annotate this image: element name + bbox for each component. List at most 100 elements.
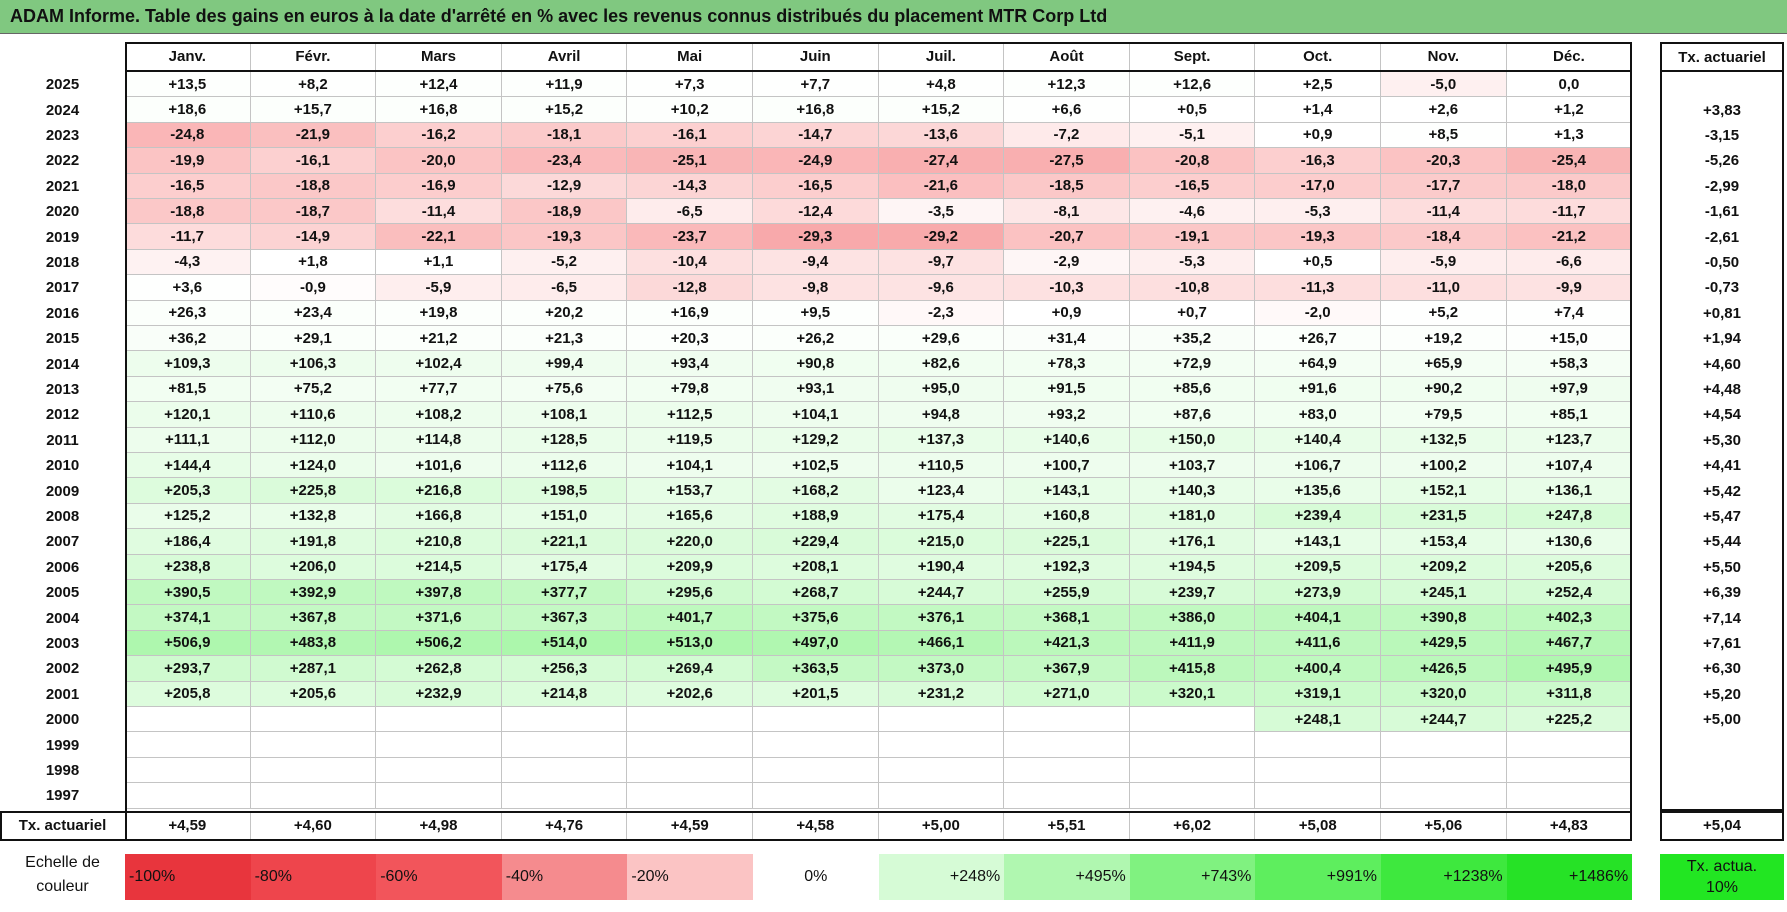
cell [125, 757, 251, 784]
summary-cell: +5,04 [1703, 817, 1741, 835]
cell: +252,4 [1506, 580, 1633, 606]
cell: -17,0 [1255, 173, 1381, 199]
cell [878, 783, 1005, 809]
column-header: Juil. [878, 42, 1005, 72]
cell: -18,0 [1506, 173, 1633, 199]
cell: +124,0 [250, 453, 377, 479]
cell: -7,2 [1004, 122, 1130, 149]
cell: +6,6 [1004, 97, 1130, 123]
cell: +4,59 [125, 810, 251, 841]
column-header: Févr. [250, 42, 377, 72]
cell: +78,3 [1004, 351, 1130, 377]
cell: -10,4 [627, 249, 753, 276]
row-label: 2012 [45, 406, 80, 424]
cell [1255, 732, 1381, 758]
cell: -16,2 [376, 122, 502, 149]
cell [1004, 757, 1130, 784]
row-label: 2001 [45, 685, 80, 703]
cell: +205,6 [1506, 554, 1633, 580]
cell [753, 707, 879, 733]
summary-cell: +5,50 [1703, 558, 1741, 576]
cell: +102,5 [753, 453, 879, 479]
summary-cell: +5,00 [1703, 711, 1741, 729]
cell: +166,8 [376, 503, 502, 530]
cell: +15,2 [501, 97, 628, 123]
cell: +0,7 [1129, 300, 1256, 326]
cell: +16,8 [753, 97, 879, 123]
cell: +87,6 [1129, 402, 1256, 428]
cell: +9,5 [753, 300, 879, 326]
cell: -20,0 [376, 148, 502, 174]
cell: +401,7 [627, 605, 753, 631]
cell: +16,8 [376, 97, 502, 123]
cell: +120,1 [125, 402, 251, 428]
column-header: Tx. actuariel [1678, 48, 1766, 66]
cell [1129, 783, 1256, 809]
cell: +151,0 [501, 503, 628, 530]
cell: +75,6 [501, 376, 628, 403]
cell: -18,8 [250, 173, 377, 199]
cell: -11,7 [125, 224, 251, 250]
row-label: 2023 [45, 126, 80, 144]
cell: +72,9 [1129, 351, 1256, 377]
scale-summary: Tx. actua. 10% [1660, 853, 1784, 900]
cell [250, 757, 377, 784]
cell [501, 707, 628, 733]
cell: +18,6 [125, 97, 251, 123]
cell: +421,3 [1004, 630, 1130, 657]
cell: +244,7 [878, 580, 1005, 606]
cell: -2,9 [1004, 249, 1130, 276]
cell: +35,2 [1129, 326, 1256, 352]
cell [1255, 783, 1381, 809]
cell: -16,9 [376, 173, 502, 199]
cell: +8,5 [1381, 122, 1507, 149]
cell: +123,7 [1506, 427, 1633, 453]
cell: -5,1 [1129, 122, 1256, 149]
cell: +426,5 [1381, 656, 1507, 682]
cell: -27,5 [1004, 148, 1130, 174]
cell: -4,6 [1129, 199, 1256, 225]
summary-cell [1660, 72, 1784, 97]
cell: +209,2 [1381, 554, 1507, 580]
cell: +191,8 [250, 529, 377, 555]
column-header: Avril [501, 42, 628, 72]
column-header: Août [1004, 42, 1130, 72]
cell: +0,9 [1255, 122, 1381, 149]
cell: +104,1 [627, 453, 753, 479]
cell: +262,8 [376, 656, 502, 682]
row-label: 2007 [45, 533, 80, 551]
cell: -27,4 [878, 148, 1005, 174]
cell: +11,9 [501, 72, 628, 98]
cell: +497,0 [753, 630, 879, 657]
cell: +81,5 [125, 376, 251, 403]
cell: +367,9 [1004, 656, 1130, 682]
cell: +130,6 [1506, 529, 1633, 555]
cell: +514,0 [501, 630, 628, 657]
cell: -11,4 [376, 199, 502, 225]
cell: +271,0 [1004, 681, 1130, 707]
cell [376, 783, 502, 809]
row-label: 2015 [45, 330, 80, 348]
summary-cell [1660, 758, 1784, 783]
cell: +90,2 [1381, 376, 1507, 403]
summary-cell: -0,50 [1704, 253, 1740, 271]
row-label: 2017 [45, 279, 80, 297]
cell: +140,3 [1129, 478, 1256, 504]
cell: +374,1 [125, 605, 251, 631]
cell: +225,8 [250, 478, 377, 504]
cell: +111,1 [125, 427, 251, 453]
cell: +137,3 [878, 427, 1005, 453]
cell: -18,7 [250, 199, 377, 225]
row-label: 2011 [46, 431, 79, 449]
cell: -6,5 [501, 275, 628, 301]
cell: -6,6 [1506, 249, 1633, 276]
row-label: 1997 [45, 787, 80, 805]
cell: +94,8 [878, 402, 1005, 428]
row-label: 2005 [45, 584, 80, 602]
cell [250, 783, 377, 809]
cell: +5,00 [878, 810, 1005, 841]
cell: +125,2 [125, 503, 251, 530]
cell: +415,8 [1129, 656, 1256, 682]
row-label: 2019 [45, 228, 80, 246]
cell: +21,3 [501, 326, 628, 352]
